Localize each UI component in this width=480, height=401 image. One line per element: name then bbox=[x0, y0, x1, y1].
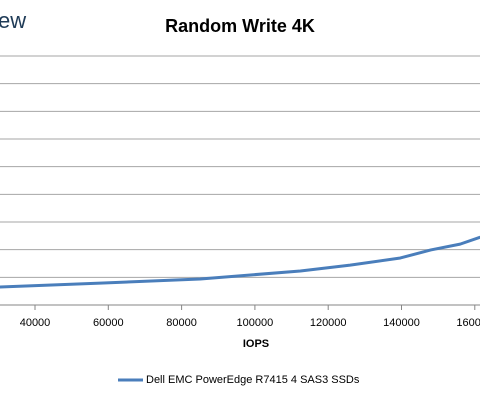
x-tick-label: 100000 bbox=[237, 317, 274, 329]
x-tick-label: 140000 bbox=[383, 317, 420, 329]
logo: ew bbox=[0, 8, 26, 33]
x-tick-label: 120000 bbox=[310, 317, 347, 329]
x-tick-label: 60000 bbox=[93, 317, 124, 329]
x-axis-label: IOPS bbox=[243, 338, 269, 350]
chart-title: Random Write 4K bbox=[165, 16, 315, 36]
series-line bbox=[0, 235, 480, 289]
x-tick-label: 160000 bbox=[456, 317, 480, 329]
x-tick-label: 80000 bbox=[166, 317, 197, 329]
legend-label: Dell EMC PowerEdge R7415 4 SAS3 SSDs bbox=[146, 374, 360, 386]
x-tick-label: 40000 bbox=[20, 317, 51, 329]
